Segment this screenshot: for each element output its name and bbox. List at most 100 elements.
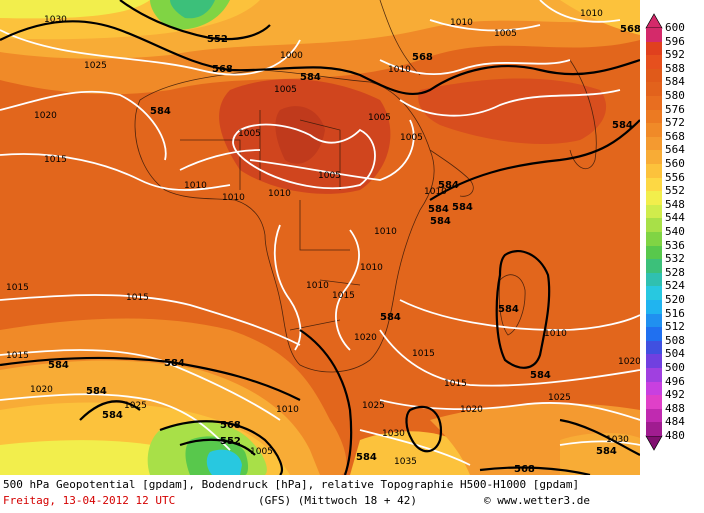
- legend-label: 580: [665, 89, 685, 102]
- svg-text:584: 584: [438, 180, 459, 191]
- legend-swatch: [646, 259, 662, 274]
- svg-text:1010: 1010: [374, 227, 397, 237]
- legend-label: 552: [665, 184, 685, 198]
- svg-text:584: 584: [48, 360, 69, 371]
- svg-text:1010: 1010: [222, 193, 245, 203]
- legend-swatch: [646, 368, 662, 382]
- svg-text:1010: 1010: [544, 329, 567, 339]
- svg-text:1025: 1025: [84, 61, 107, 71]
- legend-label: 492: [665, 388, 685, 402]
- svg-text:1015: 1015: [6, 283, 29, 293]
- svg-text:1005: 1005: [400, 133, 423, 143]
- svg-text:1015: 1015: [412, 349, 435, 359]
- legend-label: 504: [665, 347, 685, 361]
- legend-swatch: [646, 340, 662, 355]
- svg-text:584: 584: [150, 106, 171, 117]
- svg-text:584: 584: [596, 446, 617, 457]
- legend-label: 568: [665, 129, 685, 143]
- legend-swatch: [646, 191, 662, 206]
- legend-swatch: [646, 68, 662, 83]
- svg-text:1020: 1020: [618, 357, 640, 367]
- legend-swatch: [646, 381, 662, 396]
- svg-text:1010: 1010: [450, 18, 473, 28]
- legend-label: 572: [665, 116, 685, 130]
- color-legend: 600 596 592 588 584 580 576 572 568 564 560 556 552 5…: [640, 0, 704, 475]
- legend-swatch: [646, 395, 662, 410]
- legend-top-arrow: [645, 13, 663, 29]
- svg-text:584: 584: [356, 452, 377, 463]
- map-canvas: 1030 1025 1020 1015 1010 1005 1000 1005 …: [0, 0, 640, 475]
- svg-text:584: 584: [380, 312, 401, 323]
- legend-label: 512: [665, 320, 685, 334]
- legend-swatch: [646, 55, 662, 70]
- legend-swatch: [646, 164, 662, 178]
- legend-swatch: [646, 313, 662, 328]
- svg-text:1005: 1005: [318, 171, 341, 181]
- svg-text:1010: 1010: [388, 65, 411, 75]
- svg-text:1025: 1025: [124, 401, 147, 411]
- svg-text:584: 584: [86, 386, 107, 397]
- legend-label: 564: [665, 143, 685, 157]
- svg-text:552: 552: [207, 34, 228, 45]
- svg-text:1010: 1010: [306, 281, 329, 291]
- svg-text:584: 584: [530, 370, 551, 381]
- legend-swatch: [646, 408, 662, 423]
- legend-bottom-arrow: [645, 435, 663, 451]
- legend-label: 508: [665, 333, 685, 347]
- legend-label: 524: [665, 279, 685, 293]
- svg-text:584: 584: [300, 72, 321, 83]
- legend-label: 516: [665, 306, 685, 320]
- svg-text:1010: 1010: [268, 189, 291, 199]
- legend-label: 596: [665, 34, 685, 48]
- legend-swatch: [646, 232, 662, 246]
- legend-swatch: [646, 218, 662, 233]
- svg-text:1010: 1010: [360, 263, 383, 273]
- legend-swatch: [646, 354, 662, 369]
- svg-text:1015: 1015: [126, 293, 149, 303]
- legend-swatch: [646, 204, 662, 219]
- legend-swatch: [646, 422, 662, 437]
- legend-swatch: [646, 150, 662, 165]
- svg-text:584: 584: [430, 216, 451, 227]
- svg-text:1030: 1030: [606, 435, 629, 445]
- legend-swatch: [646, 245, 662, 260]
- legend-label: 576: [665, 102, 685, 116]
- svg-text:584: 584: [612, 120, 633, 131]
- copyright: © www.wetter3.de: [484, 494, 590, 507]
- legend-swatch: [646, 96, 662, 110]
- legend-label: 536: [665, 238, 685, 252]
- svg-text:584: 584: [428, 204, 449, 215]
- weather-map: 1030 1025 1020 1015 1010 1005 1000 1005 …: [0, 0, 640, 475]
- svg-text:1015: 1015: [6, 351, 29, 361]
- legend-label: 520: [665, 293, 685, 306]
- legend-swatch: [646, 123, 662, 138]
- svg-text:1005: 1005: [274, 85, 297, 95]
- geopotential-labels: 552 568 584 584 568 584 584 584 584 584 …: [48, 24, 640, 475]
- svg-text:1035: 1035: [394, 457, 417, 467]
- legend-swatch: [646, 82, 662, 97]
- legend-swatch: [646, 272, 662, 287]
- svg-text:1005: 1005: [250, 447, 273, 457]
- map-date: Freitag, 13-04-2012 12 UTC: [3, 494, 176, 507]
- svg-text:1000: 1000: [280, 51, 303, 61]
- svg-text:1020: 1020: [34, 111, 57, 121]
- legend-swatch: [646, 286, 662, 301]
- legend-label: 500: [665, 361, 685, 374]
- svg-text:1005: 1005: [494, 29, 517, 39]
- svg-text:1010: 1010: [276, 405, 299, 415]
- svg-text:552: 552: [220, 436, 241, 447]
- svg-text:1015: 1015: [332, 291, 355, 301]
- svg-text:1005: 1005: [238, 129, 261, 139]
- svg-text:584: 584: [452, 202, 473, 213]
- svg-text:1020: 1020: [354, 333, 377, 343]
- legend-label: 540: [665, 225, 685, 238]
- svg-text:1015: 1015: [44, 155, 67, 165]
- legend-swatch: [646, 177, 662, 192]
- legend-label: 544: [665, 211, 685, 225]
- legend-swatch: [646, 41, 662, 56]
- legend-swatch: [646, 136, 662, 151]
- legend-swatch: [646, 327, 662, 342]
- svg-text:568: 568: [412, 52, 433, 63]
- svg-text:1015: 1015: [444, 379, 467, 389]
- legend-label: 532: [665, 252, 685, 266]
